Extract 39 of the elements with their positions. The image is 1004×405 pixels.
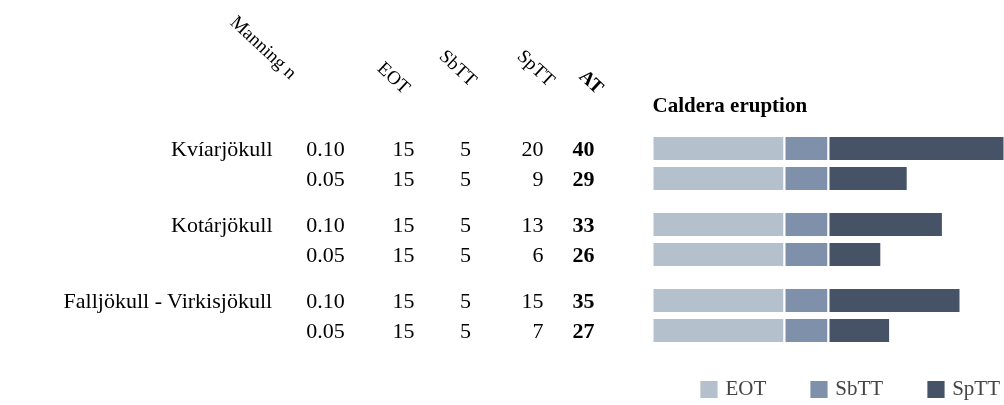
total-label: 27 <box>572 317 595 343</box>
total-label: 26 <box>572 241 595 267</box>
text: Kvíarjökull <box>171 136 273 161</box>
data-label: 15 <box>392 241 415 267</box>
data-label: 6 <box>532 241 544 267</box>
data-label: 7 <box>532 317 544 343</box>
data-label: 15 <box>392 287 415 313</box>
data-label: 9 <box>532 165 544 191</box>
y-tick-label: 0.05 <box>306 241 345 267</box>
data-label: 5 <box>460 241 471 267</box>
legend-label: SpTT <box>952 376 1000 401</box>
legend-label: SbTT <box>835 376 884 401</box>
data-label: 15 <box>392 211 415 237</box>
y-tick-label: 0.05 <box>306 317 345 343</box>
data-label: 15 <box>521 287 544 313</box>
y-tick-label: 0.05 <box>306 165 345 191</box>
data-label: 5 <box>460 317 471 343</box>
legend-label: EOT <box>725 376 767 401</box>
data-label: 5 <box>460 135 471 161</box>
data-label: 5 <box>460 211 471 237</box>
total-label: 33 <box>572 211 595 237</box>
text: Kotárjökull <box>171 212 273 237</box>
y-tick-label: 0.10 <box>306 211 345 237</box>
data-label: 15 <box>392 317 415 343</box>
text: Falljökull - Virkisjökull <box>63 288 273 313</box>
y-tick-label: 0.10 <box>306 135 345 161</box>
total-label: 29 <box>572 165 595 191</box>
text: AT <box>575 65 609 98</box>
data-label: 5 <box>460 287 471 313</box>
data-label: 15 <box>392 165 415 191</box>
text: EOT <box>373 57 415 98</box>
data-label: 5 <box>460 165 471 191</box>
data-label: 13 <box>521 211 544 237</box>
total-label: 40 <box>572 135 595 161</box>
data-label: 20 <box>521 135 544 161</box>
data-label: 15 <box>392 135 415 161</box>
y-tick-label: 0.10 <box>306 287 345 313</box>
total-label: 35 <box>572 287 595 313</box>
chart-title: Caldera eruption <box>652 92 808 117</box>
